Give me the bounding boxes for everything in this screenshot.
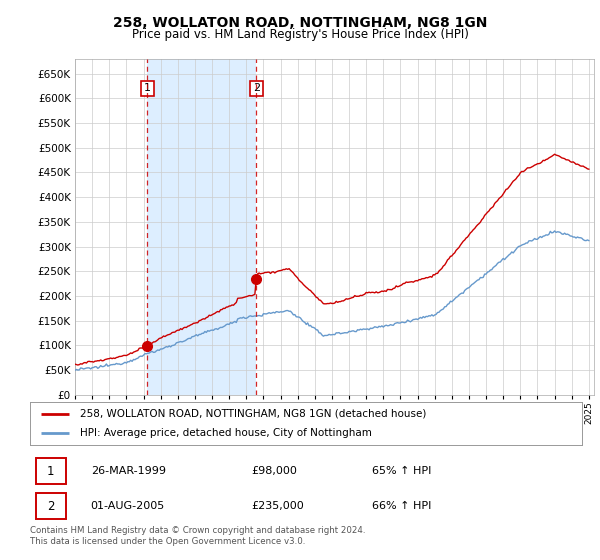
Text: 258, WOLLATON ROAD, NOTTINGHAM, NG8 1GN (detached house): 258, WOLLATON ROAD, NOTTINGHAM, NG8 1GN … [80,409,426,419]
Text: 258, WOLLATON ROAD, NOTTINGHAM, NG8 1GN: 258, WOLLATON ROAD, NOTTINGHAM, NG8 1GN [113,16,487,30]
Text: 26-MAR-1999: 26-MAR-1999 [91,466,166,476]
Text: Price paid vs. HM Land Registry's House Price Index (HPI): Price paid vs. HM Land Registry's House … [131,28,469,41]
Text: 65% ↑ HPI: 65% ↑ HPI [372,466,431,476]
Text: 2: 2 [253,83,260,94]
Text: £98,000: £98,000 [251,466,296,476]
Text: Contains HM Land Registry data © Crown copyright and database right 2024.
This d: Contains HM Land Registry data © Crown c… [30,526,365,546]
Text: 01-AUG-2005: 01-AUG-2005 [91,501,165,511]
FancyBboxPatch shape [35,493,66,520]
Text: 1: 1 [144,83,151,94]
Text: £235,000: £235,000 [251,501,304,511]
Bar [148,59,256,395]
Text: 2: 2 [47,500,55,512]
Text: 66% ↑ HPI: 66% ↑ HPI [372,501,431,511]
Text: 1: 1 [47,465,55,478]
FancyBboxPatch shape [35,458,66,484]
Text: HPI: Average price, detached house, City of Nottingham: HPI: Average price, detached house, City… [80,428,371,438]
